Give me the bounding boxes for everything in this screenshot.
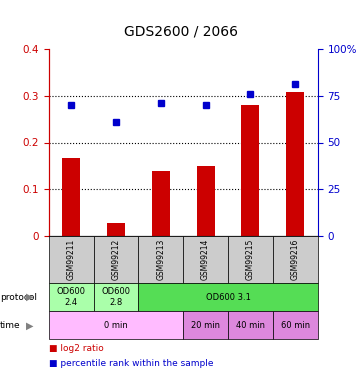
Text: 20 min: 20 min xyxy=(191,321,220,330)
Bar xyxy=(242,105,260,236)
Text: ■ percentile rank within the sample: ■ percentile rank within the sample xyxy=(49,359,213,368)
Text: GDS2600 / 2066: GDS2600 / 2066 xyxy=(123,25,238,39)
Bar xyxy=(107,223,125,236)
Text: ▶: ▶ xyxy=(26,292,34,302)
Bar xyxy=(152,171,170,236)
Text: GSM99211: GSM99211 xyxy=(67,239,76,280)
Text: ▶: ▶ xyxy=(26,320,34,330)
Text: GSM99214: GSM99214 xyxy=(201,239,210,280)
Text: time: time xyxy=(0,321,21,330)
Text: ■ log2 ratio: ■ log2 ratio xyxy=(49,344,104,353)
Text: GSM99215: GSM99215 xyxy=(246,239,255,280)
Bar xyxy=(62,158,80,236)
Text: protocol: protocol xyxy=(0,292,37,302)
Text: GSM99213: GSM99213 xyxy=(156,239,165,280)
Text: OD600
2.4: OD600 2.4 xyxy=(57,287,86,307)
Text: GSM99212: GSM99212 xyxy=(112,239,121,280)
Text: GSM99216: GSM99216 xyxy=(291,239,300,280)
Bar xyxy=(286,92,304,236)
Text: OD600 3.1: OD600 3.1 xyxy=(206,292,251,302)
Bar xyxy=(197,166,214,236)
Text: 60 min: 60 min xyxy=(281,321,310,330)
Text: OD600
2.8: OD600 2.8 xyxy=(101,287,130,307)
Text: 0 min: 0 min xyxy=(104,321,128,330)
Text: 40 min: 40 min xyxy=(236,321,265,330)
